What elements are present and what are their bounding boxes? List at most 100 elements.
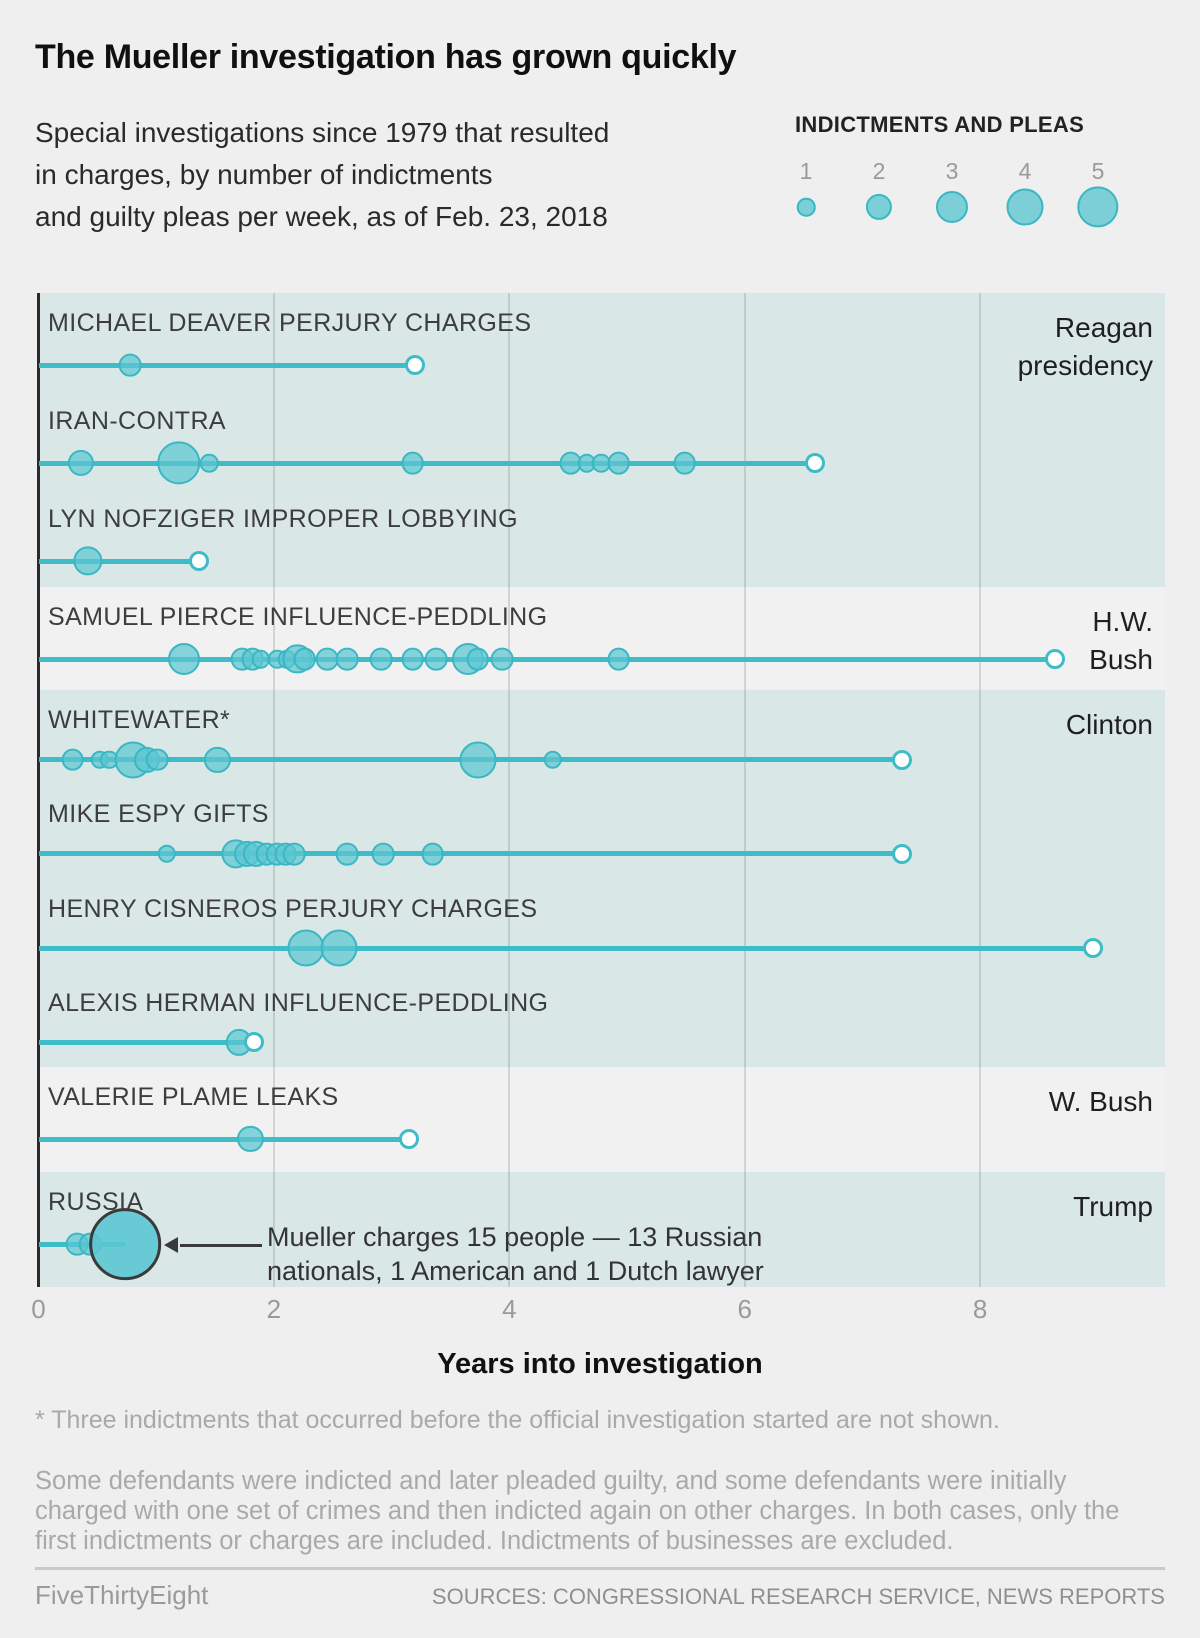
presidency-label: Reagan presidency — [1017, 312, 1153, 381]
legend-size-circle — [865, 193, 893, 221]
russia-annotation: Mueller charges 15 people — 13 Russian n… — [267, 1220, 764, 1288]
subtitle-line-1: Special investigations since 1979 that r… — [35, 117, 610, 148]
legend-size-circle — [1077, 186, 1119, 228]
subtitle-line-2: in charges, by number of indictments — [35, 159, 493, 190]
indictment-bubble — [372, 842, 395, 866]
indictment-bubble — [607, 647, 631, 671]
indictment-bubble — [320, 929, 358, 967]
x-tick-label: 4 — [502, 1294, 517, 1324]
indictment-bubble — [293, 647, 316, 671]
legend-size-circle — [935, 190, 969, 224]
indictment-bubble — [204, 746, 231, 773]
investigation-end-marker — [892, 749, 913, 770]
legend-size-label: 1 — [799, 158, 813, 184]
investigation-end-marker — [1083, 938, 1104, 959]
indictment-bubble — [237, 1125, 264, 1153]
indictment-bubble — [401, 647, 425, 671]
gridline-year-4 — [508, 293, 511, 1287]
legend-size-label: 5 — [1091, 158, 1105, 184]
indictment-bubble — [168, 642, 201, 676]
gridline-year-8 — [979, 293, 982, 1287]
presidency-label: Clinton — [1065, 709, 1153, 740]
footnote-asterisk: * Three indictments that occurred before… — [35, 1406, 1000, 1434]
investigation-timeline — [38, 656, 1056, 662]
chart-subtitle: Special investigations since 1979 that r… — [35, 112, 609, 238]
investigation-end-marker — [243, 1032, 264, 1053]
indictment-bubble — [424, 647, 448, 671]
indictment-bubble — [459, 741, 497, 779]
page-title: The Mueller investigation has grown quic… — [35, 38, 737, 76]
presidency-band — [37, 587, 1165, 690]
annotation-line-2: nationals, 1 American and 1 Dutch lawyer — [267, 1256, 764, 1286]
indictment-bubble — [67, 449, 94, 477]
investigation-label: VALERIE PLAME LEAKS — [48, 1083, 339, 1111]
investigation-end-marker — [1045, 649, 1066, 669]
indictment-bubble — [89, 1208, 161, 1280]
gridline-year-6 — [743, 293, 746, 1287]
indictment-bubble — [156, 441, 201, 485]
legend-size-circle — [796, 197, 816, 217]
legend-size-circle — [1006, 188, 1044, 226]
legend-size-label: 4 — [1018, 158, 1032, 184]
indictment-bubble — [61, 748, 84, 772]
indictment-bubble — [287, 929, 325, 967]
footer-sources: SOURCES: CONGRESSIONAL RESEARCH SERVICE,… — [431, 1584, 1165, 1609]
x-axis-title: Years into investigation — [437, 1348, 763, 1380]
gridline-year-2 — [272, 293, 275, 1287]
investigation-timeline — [38, 945, 1094, 951]
indictment-bubble — [466, 647, 489, 671]
investigation-end-marker — [399, 1129, 420, 1149]
investigation-label: LYN NOFZIGER IMPROPER LOBBYING — [48, 505, 518, 533]
indictment-bubble — [543, 750, 563, 769]
annotation-arrowhead-icon — [164, 1237, 178, 1253]
presidency-band — [37, 1172, 1165, 1287]
indictment-bubble — [157, 844, 177, 864]
investigation-timeline — [38, 558, 199, 564]
footer-divider — [35, 1567, 1165, 1570]
presidency-label: W. Bush — [1048, 1086, 1153, 1117]
indictment-bubble — [421, 842, 445, 866]
indictment-bubble — [369, 647, 393, 671]
y-axis-line — [37, 293, 40, 1287]
investigation-timeline — [38, 1039, 254, 1045]
x-tick-label: 8 — [972, 1294, 988, 1324]
indictment-bubble — [335, 647, 359, 671]
investigation-label: MIKE ESPY GIFTS — [48, 800, 269, 829]
investigation-label: WHITEWATER* — [48, 706, 231, 734]
investigation-end-marker — [805, 453, 826, 473]
investigation-label: IRAN-CONTRA — [48, 407, 227, 435]
indictment-bubble — [607, 451, 631, 475]
annotation-line-1: Mueller charges 15 people — 13 Russian — [267, 1222, 763, 1252]
indictment-bubble — [199, 453, 219, 473]
legend-title: INDICTMENTS AND PLEAS — [795, 112, 1085, 137]
presidency-band — [37, 1067, 1165, 1172]
investigation-label: ALEXIS HERMAN INFLUENCE-PEDDLING — [48, 988, 549, 1017]
investigation-timeline — [38, 851, 903, 857]
presidency-band — [37, 293, 1165, 587]
legend-size-label: 2 — [872, 158, 886, 184]
x-tick-label: 6 — [737, 1294, 752, 1324]
x-tick-label: 2 — [266, 1294, 282, 1324]
footnote-methodology: Some defendants were indicted and later … — [35, 1467, 1120, 1555]
investigation-end-marker — [892, 843, 913, 864]
investigation-label: HENRY CISNEROS PERJURY CHARGES — [48, 894, 538, 923]
footer-brand: FiveThirtyEight — [35, 1580, 209, 1610]
indictment-bubble — [282, 842, 306, 866]
investigation-end-marker — [188, 551, 209, 571]
indictment-bubble — [146, 748, 169, 772]
investigation-label: MICHAEL DEAVER PERJURY CHARGES — [48, 309, 532, 337]
indictment-bubble — [73, 546, 103, 576]
presidency-label: H.W. Bush — [1089, 606, 1153, 675]
presidency-label: Trump — [1073, 1191, 1153, 1222]
investigation-timeline — [38, 1136, 410, 1142]
indictment-bubble — [401, 451, 425, 475]
investigation-timeline — [38, 362, 416, 368]
legend-size-label: 3 — [945, 158, 959, 184]
indictment-bubble — [490, 647, 514, 671]
subtitle-line-3: and guilty pleas per week, as of Feb. 23… — [35, 201, 608, 232]
x-tick-label: 0 — [31, 1294, 46, 1324]
investigation-end-marker — [405, 355, 426, 375]
annotation-arrow — [180, 1244, 262, 1247]
investigation-timeline — [38, 460, 816, 466]
indictment-bubble — [335, 842, 359, 866]
